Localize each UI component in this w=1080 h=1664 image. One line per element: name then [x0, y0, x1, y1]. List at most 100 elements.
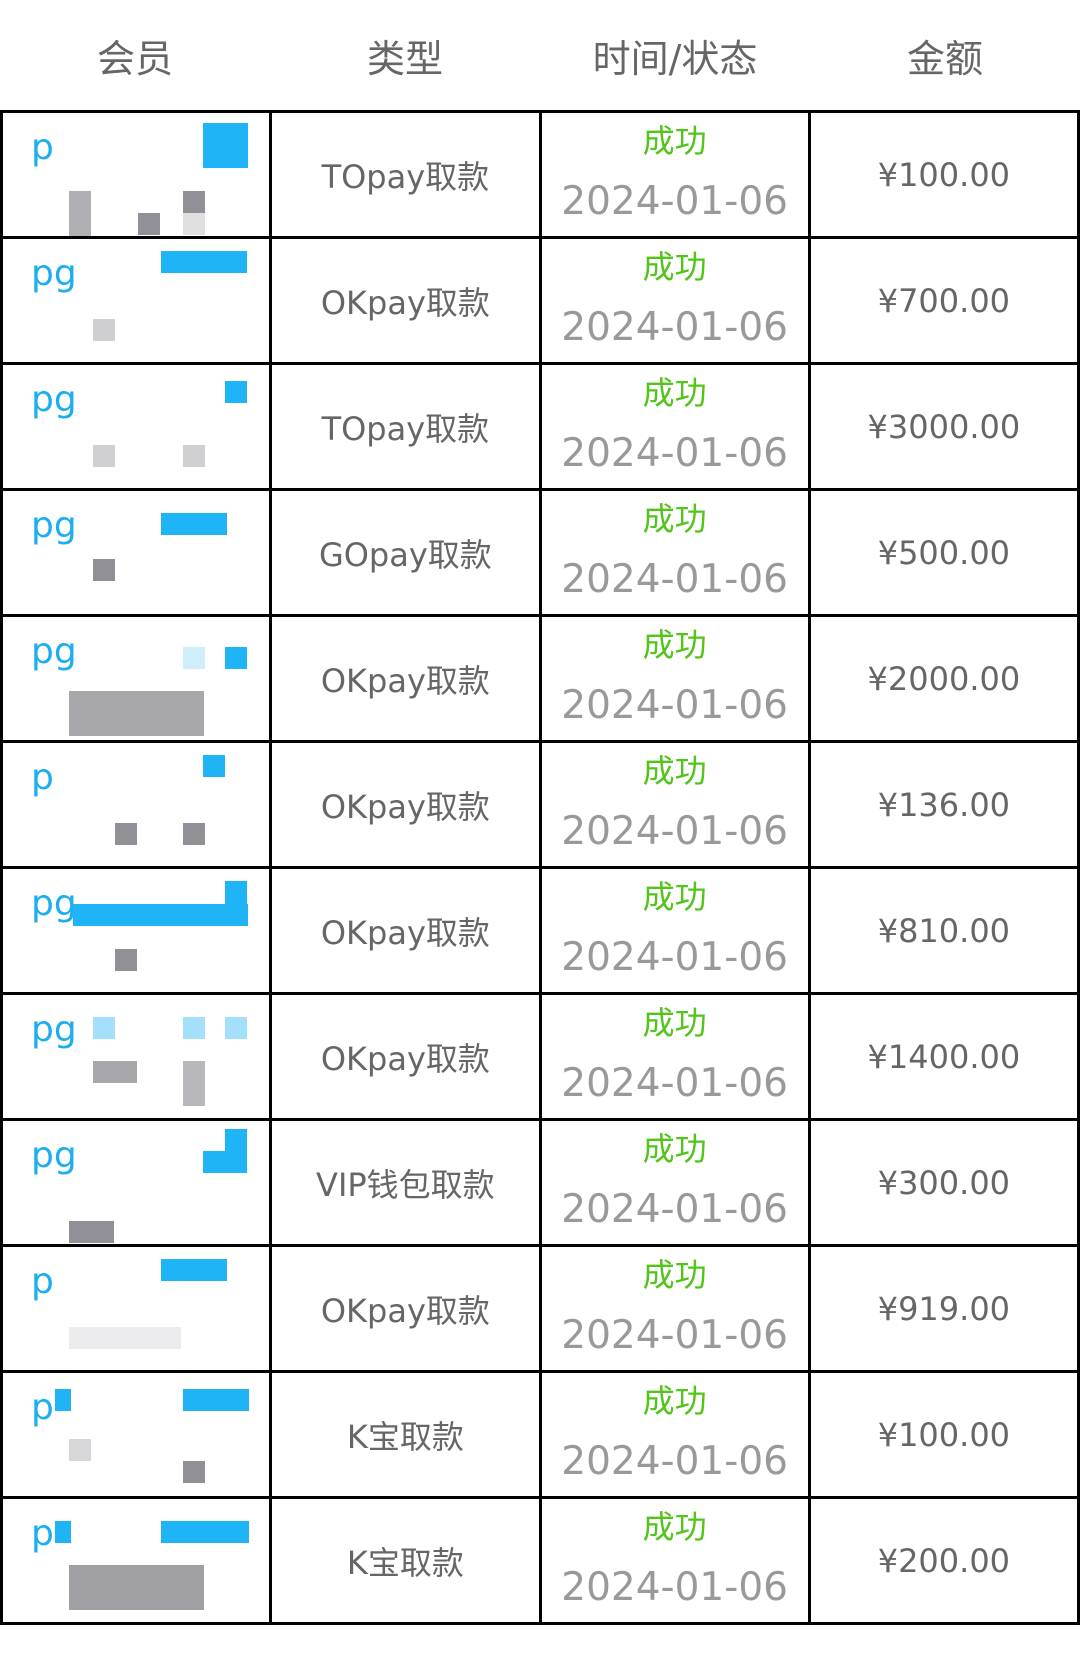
member-cell: pg	[0, 362, 273, 491]
type-cell: TOpay取款	[269, 110, 542, 239]
amount-cell: ¥100.00	[807, 1370, 1080, 1499]
header-member: 会员	[96, 36, 173, 81]
amount-cell: ¥100.00	[807, 110, 1080, 239]
member-cell: pg	[0, 1118, 273, 1247]
amount-cell: ¥500.00	[807, 488, 1080, 617]
table-row[interactable]: pg VIP钱包取款 成功 2024-01-06 ¥300.00	[0, 1118, 1080, 1247]
member-name: pg	[31, 883, 77, 924]
date-text: 2024-01-06	[561, 1060, 788, 1106]
member-name: pg	[31, 379, 77, 420]
time-status-cell: 成功 2024-01-06	[538, 1370, 811, 1499]
member-cell: pg	[0, 992, 273, 1121]
member-name: pg	[31, 253, 77, 294]
time-status-cell: 成功 2024-01-06	[538, 1496, 811, 1625]
mosaic-block	[183, 213, 205, 235]
header-amount: 金额	[906, 36, 983, 81]
type-cell: VIP钱包取款	[269, 1118, 542, 1247]
mosaic-block	[93, 319, 115, 341]
status-badge: 成功	[642, 1507, 707, 1546]
type-cell: OKpay取款	[269, 1244, 542, 1373]
table-row[interactable]: pg OKpay取款 成功 2024-01-06 ¥810.00	[0, 866, 1080, 995]
time-status-cell: 成功 2024-01-06	[538, 488, 811, 617]
withdrawal-table: p TOpay取款 成功 2024-01-06 ¥100.00 pg OKpay…	[0, 110, 1080, 1625]
date-text: 2024-01-06	[561, 1186, 788, 1232]
date-text: 2024-01-06	[561, 1312, 788, 1358]
mosaic-block	[69, 1565, 204, 1610]
table-row[interactable]: p OKpay取款 成功 2024-01-06 ¥136.00	[0, 740, 1080, 869]
member-cell: p	[0, 110, 273, 239]
mosaic-block	[183, 1461, 205, 1483]
member-name: pg	[31, 1009, 77, 1050]
amount-cell: ¥136.00	[807, 740, 1080, 869]
date-text: 2024-01-06	[561, 430, 788, 476]
mosaic-block	[161, 251, 247, 273]
type-cell: OKpay取款	[269, 236, 542, 365]
table-row[interactable]: p K宝取款 成功 2024-01-06 ¥100.00	[0, 1370, 1080, 1499]
table-row[interactable]: p K宝取款 成功 2024-01-06 ¥200.00	[0, 1496, 1080, 1625]
table-row[interactable]: p TOpay取款 成功 2024-01-06 ¥100.00	[0, 110, 1080, 239]
mosaic-block	[115, 823, 137, 845]
member-name: p	[31, 757, 54, 798]
mosaic-block	[225, 1129, 247, 1151]
status-badge: 成功	[642, 1003, 707, 1042]
header-type: 类型	[366, 36, 443, 81]
member-cell: p	[0, 1496, 273, 1625]
table-row[interactable]: p OKpay取款 成功 2024-01-06 ¥919.00	[0, 1244, 1080, 1373]
status-badge: 成功	[642, 877, 707, 916]
member-name: p	[31, 127, 54, 168]
table-row[interactable]: pg OKpay取款 成功 2024-01-06 ¥700.00	[0, 236, 1080, 365]
date-text: 2024-01-06	[561, 1564, 788, 1610]
status-badge: 成功	[642, 1381, 707, 1420]
time-status-cell: 成功 2024-01-06	[538, 1244, 811, 1373]
member-name: p	[31, 1261, 54, 1302]
header-time-status: 时间/状态	[592, 36, 758, 81]
type-cell: TOpay取款	[269, 362, 542, 491]
mosaic-block	[55, 1389, 71, 1411]
date-text: 2024-01-06	[561, 808, 788, 854]
mosaic-block	[225, 881, 247, 926]
date-text: 2024-01-06	[561, 1438, 788, 1484]
type-cell: OKpay取款	[269, 866, 542, 995]
status-badge: 成功	[642, 373, 707, 412]
mosaic-block	[225, 647, 247, 669]
mosaic-block	[161, 1259, 227, 1281]
mosaic-block	[225, 381, 247, 403]
status-badge: 成功	[642, 751, 707, 790]
mosaic-block	[183, 445, 205, 467]
member-cell: p	[0, 1370, 273, 1499]
member-cell: p	[0, 1244, 273, 1373]
status-badge: 成功	[642, 625, 707, 664]
member-cell: pg	[0, 236, 273, 365]
time-status-cell: 成功 2024-01-06	[538, 362, 811, 491]
time-status-cell: 成功 2024-01-06	[538, 1118, 811, 1247]
status-badge: 成功	[642, 1129, 707, 1168]
member-name: pg	[31, 1135, 77, 1176]
amount-cell: ¥2000.00	[807, 614, 1080, 743]
table-row[interactable]: pg TOpay取款 成功 2024-01-06 ¥3000.00	[0, 362, 1080, 491]
mosaic-block	[115, 949, 137, 971]
date-text: 2024-01-06	[561, 304, 788, 350]
mosaic-block	[161, 1521, 249, 1543]
table-row[interactable]: pg OKpay取款 成功 2024-01-06 ¥1400.00	[0, 992, 1080, 1121]
date-text: 2024-01-06	[561, 934, 788, 980]
mosaic-block	[69, 1327, 181, 1349]
mosaic-block	[203, 1151, 247, 1173]
amount-cell: ¥300.00	[807, 1118, 1080, 1247]
member-name: p	[31, 1387, 54, 1428]
mosaic-block	[203, 755, 225, 777]
member-name: pg	[31, 505, 77, 546]
member-name: pg	[31, 631, 77, 672]
time-status-cell: 成功 2024-01-06	[538, 992, 811, 1121]
type-cell: OKpay取款	[269, 740, 542, 869]
amount-cell: ¥700.00	[807, 236, 1080, 365]
date-text: 2024-01-06	[561, 556, 788, 602]
table-row[interactable]: pg OKpay取款 成功 2024-01-06 ¥2000.00	[0, 614, 1080, 743]
mosaic-block	[183, 191, 205, 213]
mosaic-block	[93, 1061, 137, 1083]
type-cell: OKpay取款	[269, 614, 542, 743]
type-cell: K宝取款	[269, 1496, 542, 1625]
status-badge: 成功	[642, 1255, 707, 1294]
mosaic-block	[225, 1017, 247, 1039]
table-row[interactable]: pg GOpay取款 成功 2024-01-06 ¥500.00	[0, 488, 1080, 617]
time-status-cell: 成功 2024-01-06	[538, 740, 811, 869]
